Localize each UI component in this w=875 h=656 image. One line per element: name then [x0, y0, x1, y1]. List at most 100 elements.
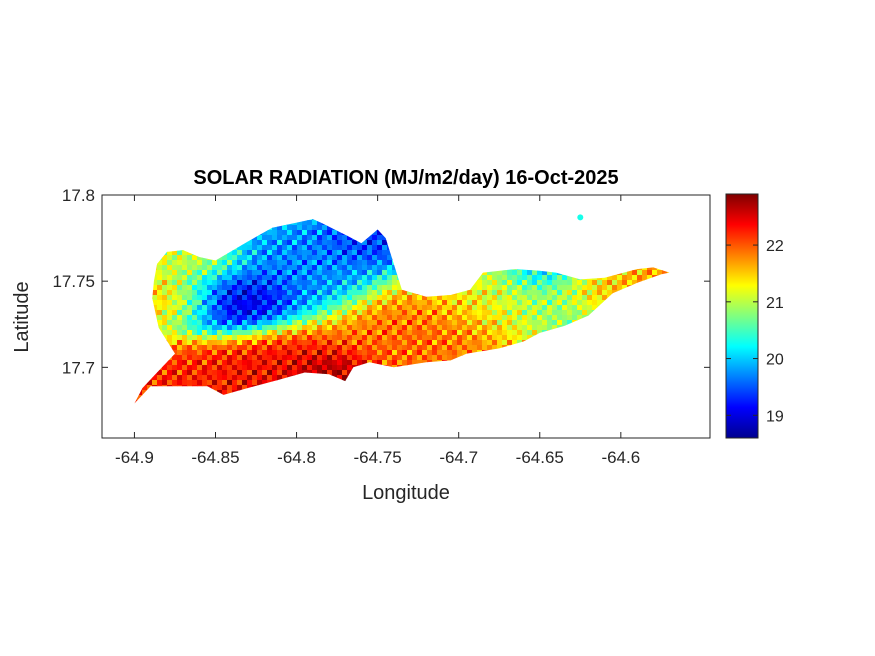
- heatmap-cell: [212, 295, 218, 301]
- heatmap-cell: [302, 320, 308, 326]
- heatmap-cell: [162, 285, 168, 291]
- heatmap-cell: [417, 340, 423, 346]
- heatmap-cell: [547, 310, 553, 316]
- heatmap-cell: [187, 325, 193, 331]
- heatmap-cell: [287, 320, 293, 326]
- heatmap-cell: [417, 335, 423, 341]
- heatmap-cell: [382, 270, 388, 276]
- heatmap-cell: [562, 310, 568, 316]
- heatmap-cell: [207, 355, 213, 361]
- heatmap-cell: [287, 335, 293, 341]
- heatmap-cell: [272, 280, 278, 286]
- heatmap-cell: [172, 335, 178, 341]
- heatmap-cell: [527, 290, 533, 296]
- heatmap-cell: [192, 330, 198, 336]
- heatmap-cell: [232, 290, 238, 296]
- heatmap-cell: [177, 355, 183, 361]
- heatmap-cell: [582, 285, 588, 291]
- heatmap-cell: [297, 265, 303, 271]
- heatmap-cell: [337, 300, 343, 306]
- heatmap-cell: [297, 295, 303, 301]
- heatmap-cell: [192, 265, 198, 271]
- heatmap-cell: [162, 365, 168, 371]
- heatmap-cell: [172, 255, 178, 261]
- heatmap-cell: [252, 355, 258, 361]
- heatmap-cell: [327, 290, 333, 296]
- heatmap-cell: [317, 355, 323, 361]
- heatmap-cell: [362, 290, 368, 296]
- heatmap-cell: [317, 330, 323, 336]
- heatmap-cell: [332, 325, 338, 331]
- heatmap-cell: [277, 245, 283, 251]
- heatmap-cell: [437, 335, 443, 341]
- heatmap-cell: [327, 225, 333, 231]
- heatmap-cell: [422, 325, 428, 331]
- heatmap-cell: [162, 280, 168, 286]
- heatmap-cell: [267, 275, 273, 281]
- heatmap-cell: [307, 320, 313, 326]
- heatmap-cell: [217, 390, 223, 396]
- heatmap-cell: [232, 365, 238, 371]
- heatmap-cell: [427, 350, 433, 356]
- heatmap-cell: [247, 265, 253, 271]
- heatmap-cell: [522, 285, 528, 291]
- heatmap-cell: [397, 285, 403, 291]
- heatmap-cell: [372, 305, 378, 311]
- heatmap-cell: [592, 300, 598, 306]
- heatmap-cell: [417, 350, 423, 356]
- heatmap-cell: [317, 270, 323, 276]
- heatmap-cell: [172, 290, 178, 296]
- heatmap-cell: [247, 335, 253, 341]
- heatmap-cell: [312, 240, 318, 246]
- heatmap-cell: [192, 360, 198, 366]
- heatmap-cell: [197, 290, 203, 296]
- heatmap-cell: [352, 320, 358, 326]
- heatmap-cell: [222, 260, 228, 266]
- heatmap-cell: [367, 270, 373, 276]
- heatmap-cell: [412, 325, 418, 331]
- heatmap-cell: [437, 350, 443, 356]
- heatmap-cell: [337, 325, 343, 331]
- heatmap-cell: [542, 325, 548, 331]
- heatmap-cell: [232, 270, 238, 276]
- heatmap-cell: [157, 370, 163, 376]
- heatmap-cell: [572, 280, 578, 286]
- heatmap-cell: [607, 290, 613, 296]
- heatmap-cell: [382, 340, 388, 346]
- heatmap-cell: [192, 355, 198, 361]
- heatmap-cell: [187, 290, 193, 296]
- heatmap-cell: [367, 235, 373, 241]
- heatmap-cell: [372, 345, 378, 351]
- heatmap-cell: [277, 350, 283, 356]
- heatmap-cell: [172, 265, 178, 271]
- heatmap-cell: [537, 285, 543, 291]
- heatmap-cell: [322, 255, 328, 261]
- heatmap-cell: [222, 290, 228, 296]
- heatmap-cell: [177, 265, 183, 271]
- heatmap-cell: [552, 285, 558, 291]
- heatmap-cell: [257, 305, 263, 311]
- heatmap-cell: [182, 295, 188, 301]
- heatmap-cell: [317, 275, 323, 281]
- heatmap-cell: [407, 310, 413, 316]
- heatmap-cell: [487, 295, 493, 301]
- heatmap-cell: [457, 315, 463, 321]
- heatmap-cell: [302, 355, 308, 361]
- heatmap-cell: [287, 280, 293, 286]
- heatmap-cell: [352, 280, 358, 286]
- heatmap-cell: [357, 305, 363, 311]
- heatmap-cell: [327, 245, 333, 251]
- heatmap-cell: [222, 285, 228, 291]
- heatmap-cell: [527, 300, 533, 306]
- heatmap-cell: [277, 360, 283, 366]
- heatmap-cell: [212, 275, 218, 281]
- heatmap-cell: [157, 275, 163, 281]
- heatmap-cell: [532, 290, 538, 296]
- heatmap-cell: [367, 285, 373, 291]
- heatmap-cell: [562, 280, 568, 286]
- heatmap-cell: [467, 315, 473, 321]
- heatmap-cell: [177, 255, 183, 261]
- heatmap-cell: [162, 305, 168, 311]
- heatmap-cell: [407, 320, 413, 326]
- heatmap-cell: [397, 310, 403, 316]
